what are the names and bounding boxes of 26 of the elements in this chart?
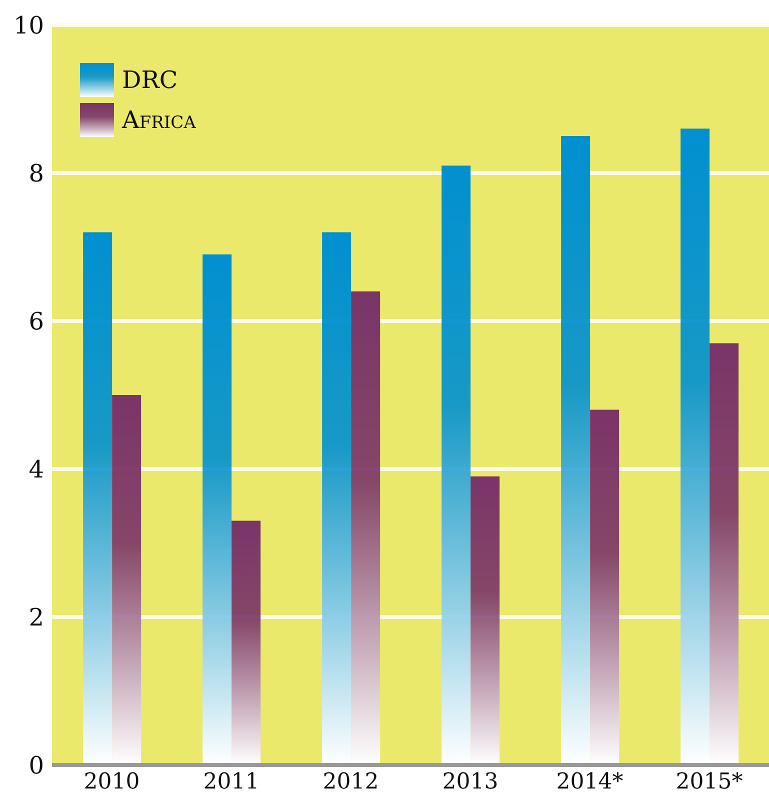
x-tick-label: 2012 (322, 770, 379, 795)
legend-label: Africa (122, 106, 196, 134)
bar (470, 476, 500, 765)
bar (83, 232, 112, 765)
bar (442, 166, 471, 765)
x-tick-label: 2010 (84, 770, 140, 795)
y-tick-label: 8 (28, 160, 44, 188)
bar (561, 136, 590, 765)
x-tick-label: 2011 (203, 770, 260, 795)
bar (590, 410, 620, 765)
bar (351, 291, 380, 765)
y-tick-label: 10 (13, 12, 44, 40)
bar (202, 254, 232, 765)
legend-label: DRC (122, 66, 178, 94)
x-tick-label: 2015* (676, 770, 743, 795)
bar (112, 395, 142, 765)
y-tick-label: 2 (28, 604, 44, 632)
x-tick-label: 2013 (442, 770, 498, 795)
x-tick-label: 2014* (556, 770, 624, 795)
bar (710, 343, 739, 765)
bar (232, 520, 261, 765)
bar (322, 232, 352, 765)
y-tick-label: 4 (28, 456, 44, 484)
bar (680, 128, 710, 765)
y-tick-label: 0 (28, 752, 44, 780)
y-tick-label: 6 (28, 308, 44, 336)
